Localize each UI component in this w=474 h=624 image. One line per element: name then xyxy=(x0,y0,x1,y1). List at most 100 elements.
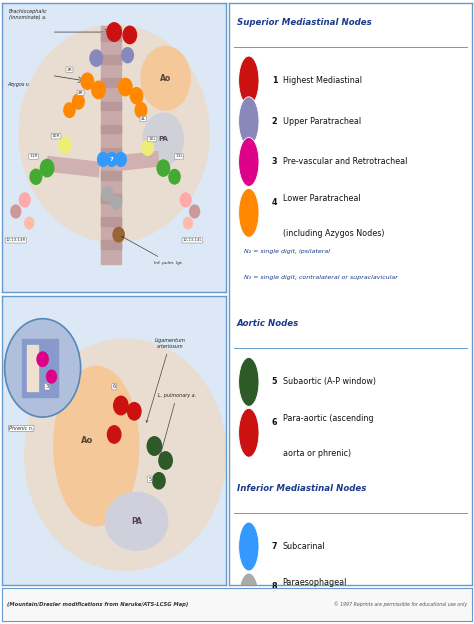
Circle shape xyxy=(73,94,84,109)
Text: (Mountain/Dresler modifications from Naruke/ATS-LCSG Map): (Mountain/Dresler modifications from Nar… xyxy=(7,602,188,607)
Circle shape xyxy=(46,370,56,383)
Circle shape xyxy=(102,187,113,202)
Bar xyxy=(47,157,99,177)
Text: 10R: 10R xyxy=(52,134,60,139)
Circle shape xyxy=(19,193,30,207)
Text: Aortic Nodes: Aortic Nodes xyxy=(237,319,299,328)
Text: Subaortic (A-P window): Subaortic (A-P window) xyxy=(283,378,376,386)
Circle shape xyxy=(113,227,124,242)
Circle shape xyxy=(123,26,137,44)
Circle shape xyxy=(118,79,132,95)
Bar xyxy=(101,55,121,64)
Circle shape xyxy=(238,137,259,187)
Circle shape xyxy=(238,408,259,457)
Circle shape xyxy=(143,113,183,165)
Circle shape xyxy=(92,81,105,99)
Bar xyxy=(101,26,121,263)
Text: Ligamentum
arteriosum: Ligamentum arteriosum xyxy=(146,338,185,422)
Circle shape xyxy=(30,169,42,184)
Circle shape xyxy=(190,205,200,218)
Bar xyxy=(101,171,121,180)
Text: © 1997 Reprints are permissible for educational use only: © 1997 Reprints are permissible for educ… xyxy=(334,602,467,607)
Circle shape xyxy=(90,50,102,66)
Circle shape xyxy=(183,217,192,229)
Text: 11L: 11L xyxy=(175,155,183,158)
Circle shape xyxy=(116,152,126,167)
Circle shape xyxy=(81,73,93,89)
Text: Superior Mediastinal Nodes: Superior Mediastinal Nodes xyxy=(237,17,372,27)
Text: Inf. pulm. lgt.: Inf. pulm. lgt. xyxy=(122,236,183,265)
Text: Paraesophageal: Paraesophageal xyxy=(283,578,347,587)
Text: Ao: Ao xyxy=(160,74,171,83)
Ellipse shape xyxy=(19,25,209,242)
Text: Inferior Mediastinal Nodes: Inferior Mediastinal Nodes xyxy=(237,484,366,493)
Text: 6: 6 xyxy=(113,384,116,389)
Text: 6: 6 xyxy=(272,418,277,427)
Text: Subcarinal: Subcarinal xyxy=(283,542,325,551)
Circle shape xyxy=(25,217,34,229)
Text: 4R: 4R xyxy=(78,91,83,95)
Bar xyxy=(22,339,58,397)
Text: 3: 3 xyxy=(272,157,277,167)
Text: (including Azygos Nodes): (including Azygos Nodes) xyxy=(283,229,384,238)
Ellipse shape xyxy=(25,339,226,570)
Text: 5: 5 xyxy=(148,477,152,482)
Circle shape xyxy=(64,103,75,117)
Text: 11R: 11R xyxy=(29,155,38,158)
Text: aorta or phrenic): aorta or phrenic) xyxy=(283,449,351,457)
Circle shape xyxy=(40,159,54,177)
Text: N₃ = single digit, contralateral or supraclavicular: N₃ = single digit, contralateral or supr… xyxy=(244,275,398,280)
Circle shape xyxy=(238,97,259,145)
Text: PA: PA xyxy=(131,517,142,526)
Circle shape xyxy=(153,472,165,489)
Circle shape xyxy=(142,140,154,155)
Text: Upper Paratracheal: Upper Paratracheal xyxy=(283,117,361,125)
Circle shape xyxy=(111,196,121,210)
Text: 7: 7 xyxy=(272,542,277,551)
Text: 12,13,14L: 12,13,14L xyxy=(182,238,202,242)
Circle shape xyxy=(135,103,147,118)
Text: Pre-vascular and Retrotracheal: Pre-vascular and Retrotracheal xyxy=(283,157,407,167)
Text: 3: 3 xyxy=(46,384,49,389)
Bar xyxy=(101,102,121,110)
Text: 12,13,14R: 12,13,14R xyxy=(6,238,26,242)
Circle shape xyxy=(114,396,128,415)
Ellipse shape xyxy=(54,366,139,525)
Text: N₂ = single digit, ipsilateral: N₂ = single digit, ipsilateral xyxy=(244,249,330,254)
Text: 1: 1 xyxy=(272,76,277,85)
Circle shape xyxy=(37,352,48,366)
Text: Highest Mediastinal: Highest Mediastinal xyxy=(283,76,362,85)
Bar xyxy=(27,344,38,391)
Text: 5: 5 xyxy=(272,378,277,386)
Circle shape xyxy=(98,152,109,167)
Bar xyxy=(101,240,121,249)
Text: L. pulmonary a.: L. pulmonary a. xyxy=(158,393,196,457)
Text: Ao: Ao xyxy=(81,436,93,445)
Circle shape xyxy=(5,319,81,417)
Text: Lower Paratracheal: Lower Paratracheal xyxy=(283,194,360,203)
Circle shape xyxy=(238,358,259,406)
Bar xyxy=(101,32,121,41)
Text: Brachiocephalic
(innominate) a.: Brachiocephalic (innominate) a. xyxy=(9,9,48,20)
Circle shape xyxy=(107,152,117,167)
Circle shape xyxy=(59,137,71,153)
Circle shape xyxy=(147,437,162,456)
Circle shape xyxy=(11,205,21,218)
Bar xyxy=(101,125,121,134)
Circle shape xyxy=(159,452,172,469)
Bar xyxy=(113,152,159,171)
Text: 7: 7 xyxy=(110,157,114,162)
Text: Azygos v.: Azygos v. xyxy=(7,82,30,87)
Circle shape xyxy=(238,522,259,571)
Circle shape xyxy=(169,170,180,184)
Bar xyxy=(101,194,121,203)
Text: 2R: 2R xyxy=(66,67,73,72)
Text: (below carina): (below carina) xyxy=(283,613,340,622)
Bar xyxy=(101,79,121,87)
Circle shape xyxy=(238,188,259,237)
Bar xyxy=(101,148,121,157)
Circle shape xyxy=(122,47,133,63)
Text: 8: 8 xyxy=(272,582,277,592)
Bar xyxy=(101,217,121,226)
Text: Phrenic n.: Phrenic n. xyxy=(9,426,34,431)
